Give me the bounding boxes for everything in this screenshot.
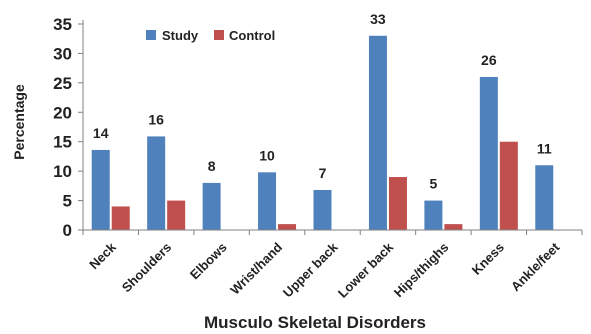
x-tick-label: Upper back bbox=[280, 239, 341, 300]
bar-study-wrist-hand bbox=[258, 172, 277, 230]
x-tick-label: Wrist/hand bbox=[227, 239, 285, 297]
x-tick-label: Lower back bbox=[335, 239, 397, 301]
y-tick-label: 10 bbox=[53, 162, 72, 181]
bar-study-neck bbox=[91, 149, 110, 230]
bar-control-wrist-hand bbox=[278, 224, 297, 230]
y-tick-label: 5 bbox=[63, 192, 72, 211]
y-tick-label: 20 bbox=[53, 103, 72, 122]
legend-swatch-study bbox=[146, 30, 156, 40]
legend: Study Control bbox=[146, 28, 275, 43]
y-axis: 0 5 10 15 20 25 30 35 bbox=[53, 15, 84, 240]
bar-study-ankle-feet bbox=[535, 165, 554, 230]
bar-control-lower-back bbox=[388, 177, 407, 230]
bar-control-shoulders bbox=[167, 200, 186, 230]
data-label: 10 bbox=[259, 147, 275, 163]
data-label: 16 bbox=[148, 111, 164, 127]
data-label: 33 bbox=[370, 11, 386, 27]
data-labels: 14 16 8 10 7 33 5 26 11 bbox=[93, 11, 552, 192]
y-tick-label: 25 bbox=[53, 74, 72, 93]
legend-label-control: Control bbox=[229, 28, 275, 43]
data-label: 11 bbox=[537, 140, 552, 156]
x-tick-label: Elbows bbox=[187, 240, 230, 283]
x-tick-label: Hips/thighs bbox=[391, 240, 452, 301]
y-tick-label: 0 bbox=[63, 221, 72, 240]
data-label: 26 bbox=[481, 52, 497, 68]
bar-control-kness bbox=[499, 141, 518, 230]
bar-control-hips-thighs bbox=[444, 224, 463, 230]
bar-study-hips-thighs bbox=[424, 200, 443, 230]
y-tick-label: 30 bbox=[53, 44, 72, 63]
bar-control-neck bbox=[111, 206, 130, 230]
data-label: 8 bbox=[208, 158, 216, 174]
bar-study-kness bbox=[479, 76, 498, 230]
bar-study-upper-back bbox=[313, 189, 332, 230]
x-tick-label: Shoulders bbox=[119, 240, 175, 296]
legend-label-study: Study bbox=[162, 28, 199, 43]
legend-swatch-control bbox=[214, 30, 224, 40]
x-tick-label: Kness bbox=[469, 240, 507, 278]
bar-study-shoulders bbox=[147, 136, 166, 230]
bars bbox=[91, 35, 554, 231]
y-axis-title: Percentage bbox=[11, 84, 27, 160]
x-tick-label: Ankle/feet bbox=[508, 239, 563, 294]
y-tick-label: 15 bbox=[53, 133, 72, 152]
data-label: 14 bbox=[93, 125, 109, 141]
bar-study-elbows bbox=[202, 182, 221, 230]
bar-study-lower-back bbox=[368, 35, 387, 231]
x-axis-title: Musculo Skeletal Disorders bbox=[204, 313, 426, 332]
x-tick-label: Neck bbox=[86, 239, 119, 272]
data-label: 7 bbox=[319, 165, 327, 181]
data-label: 5 bbox=[429, 176, 437, 192]
y-tick-label: 35 bbox=[53, 15, 72, 34]
